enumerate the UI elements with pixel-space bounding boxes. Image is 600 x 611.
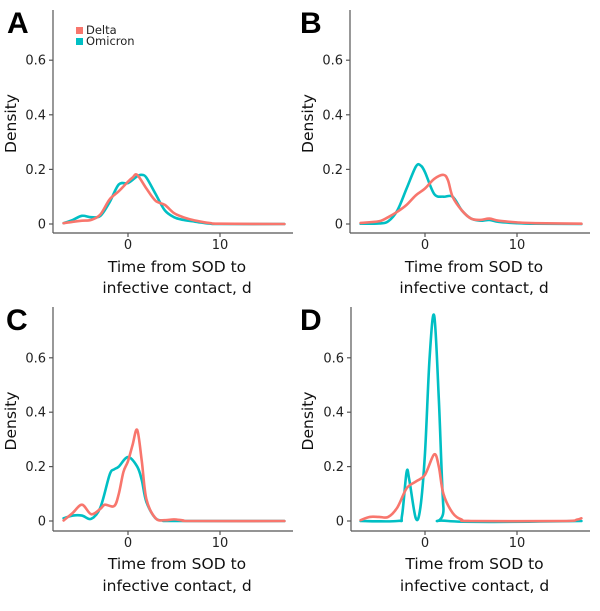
x-tick-label: 0 <box>124 536 132 551</box>
x-tick-label: 10 <box>509 238 526 253</box>
y-tick-label: 0.6 <box>25 351 46 366</box>
y-tick-label: 0.4 <box>322 108 343 123</box>
y-tick-label: 0 <box>38 515 46 530</box>
y-axis-title: Density <box>2 94 20 153</box>
panel-d: D 0 0.2 0.4 0.6 0 10 Density Time from SOD to inf… <box>299 304 590 595</box>
y-tick-label: 0.2 <box>322 163 343 178</box>
panel-b: B 0 0.2 0.4 0.6 0 10 Density Time from SOD to inf… <box>299 7 590 297</box>
y-axis-title: Density <box>299 94 317 153</box>
y-tick-label: 0.6 <box>323 351 344 366</box>
panel-label: C <box>6 304 28 337</box>
series-line-omicron <box>359 313 583 524</box>
panel-a: A 0 0.2 0.4 0.6 0 10 Density Time from SOD to inf… <box>2 7 293 297</box>
x-tick-label: 10 <box>212 536 229 551</box>
y-axis-title: Density <box>299 392 317 451</box>
legend-label-omicron: Omicron <box>86 34 135 48</box>
x-tick-label: 0 <box>421 536 429 551</box>
series-line-delta <box>62 428 286 523</box>
panel-label: D <box>300 304 322 337</box>
y-tick-label: 0.2 <box>323 460 344 475</box>
x-axis-title-line1: Time from SOD to <box>404 555 543 573</box>
panel-c: C 0 0.2 0.4 0.6 0 10 Density Time from SOD to inf… <box>2 304 293 595</box>
x-tick-label: 0 <box>421 238 429 253</box>
x-axis-title-line1: Time from SOD to <box>107 555 246 573</box>
x-tick-label: 10 <box>509 536 526 551</box>
x-axis-title-line2: infective contact, d <box>102 577 251 595</box>
y-tick-label: 0 <box>38 218 46 233</box>
series-line-delta <box>359 173 583 226</box>
legend-swatch-omicron <box>76 38 83 45</box>
y-tick-label: 0.2 <box>25 163 46 178</box>
panel-label: A <box>7 7 29 40</box>
y-tick-label: 0.6 <box>25 54 46 69</box>
y-tick-label: 0.4 <box>25 108 46 123</box>
x-axis-title-line1: Time from SOD to <box>404 258 543 276</box>
x-tick-label: 10 <box>212 238 229 253</box>
x-tick-label: 0 <box>124 238 132 253</box>
y-tick-label: 0 <box>335 218 343 233</box>
y-tick-label: 0.4 <box>25 406 46 421</box>
series-line-delta <box>62 173 286 226</box>
y-tick-label: 0 <box>336 515 344 530</box>
series-line-delta <box>359 452 583 523</box>
legend-swatch-delta <box>76 27 83 34</box>
panel-label: B <box>300 7 322 40</box>
y-tick-label: 0.6 <box>322 54 343 69</box>
y-tick-label: 0.4 <box>323 406 344 421</box>
legend-label-delta: Delta <box>86 23 117 37</box>
x-axis-title-line2: infective contact, d <box>102 279 251 297</box>
x-axis-title-line1: Time from SOD to <box>107 258 246 276</box>
x-axis-title-line2: infective contact, d <box>399 279 548 297</box>
y-axis-title: Density <box>2 392 20 451</box>
x-axis-title-line2: infective contact, d <box>400 577 549 595</box>
y-tick-label: 0.2 <box>25 460 46 475</box>
